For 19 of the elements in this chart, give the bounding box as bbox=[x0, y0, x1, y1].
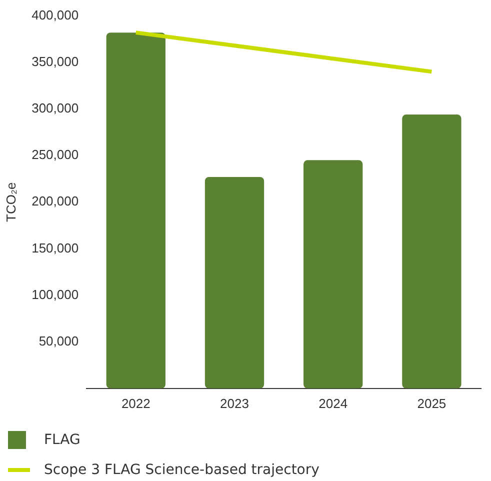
x-tick-label: 2022 bbox=[121, 396, 150, 411]
x-tick-label: 2025 bbox=[417, 396, 446, 411]
x-tick-label: 2023 bbox=[220, 396, 249, 411]
bar bbox=[204, 176, 264, 388]
y-tick-label: 200,000 bbox=[32, 194, 79, 209]
bar bbox=[304, 160, 363, 388]
y-tick-label: 100,000 bbox=[32, 286, 79, 302]
y-tick-label: 50,000 bbox=[38, 333, 79, 348]
y-tick-label: 150,000 bbox=[32, 240, 79, 256]
y-tick-label: 250,000 bbox=[32, 147, 79, 162]
legend-label: FLAG bbox=[44, 432, 80, 448]
x-tick-label: 2024 bbox=[318, 396, 348, 411]
y-axis-title: TCO₂e bbox=[3, 182, 18, 222]
y-tick-label: 350,000 bbox=[32, 54, 79, 69]
legend-label: Scope 3 FLAG Science-based trajectory bbox=[44, 462, 320, 478]
bar bbox=[402, 114, 462, 388]
y-tick-label: 400,000 bbox=[32, 7, 79, 22]
bar bbox=[106, 32, 166, 388]
y-tick-label: 300,000 bbox=[32, 100, 79, 116]
